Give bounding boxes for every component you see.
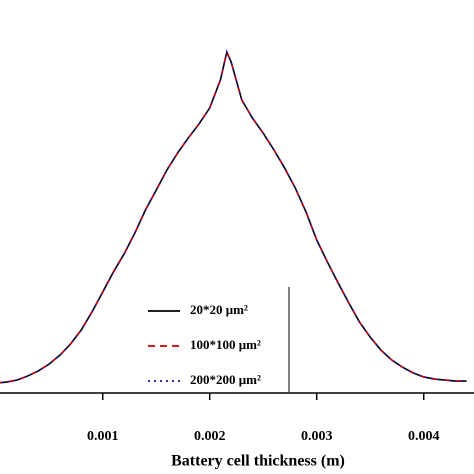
data-line [0, 49, 467, 384]
x-tick-label: 0.002 [194, 429, 226, 444]
plot-area [0, 49, 467, 384]
x-tick-label: 0.001 [87, 429, 119, 444]
x-tick-label: 0.004 [408, 429, 440, 444]
x-tick-label: 0.003 [301, 429, 333, 444]
data-line [0, 49, 467, 384]
data-line [0, 49, 467, 384]
x-axis-label: Battery cell thickness (m) [171, 453, 345, 470]
legend-label: 200*200 μm² [190, 372, 261, 387]
legend-label: 20*20 μm² [190, 302, 248, 317]
legend-label: 100*100 μm² [190, 337, 261, 352]
